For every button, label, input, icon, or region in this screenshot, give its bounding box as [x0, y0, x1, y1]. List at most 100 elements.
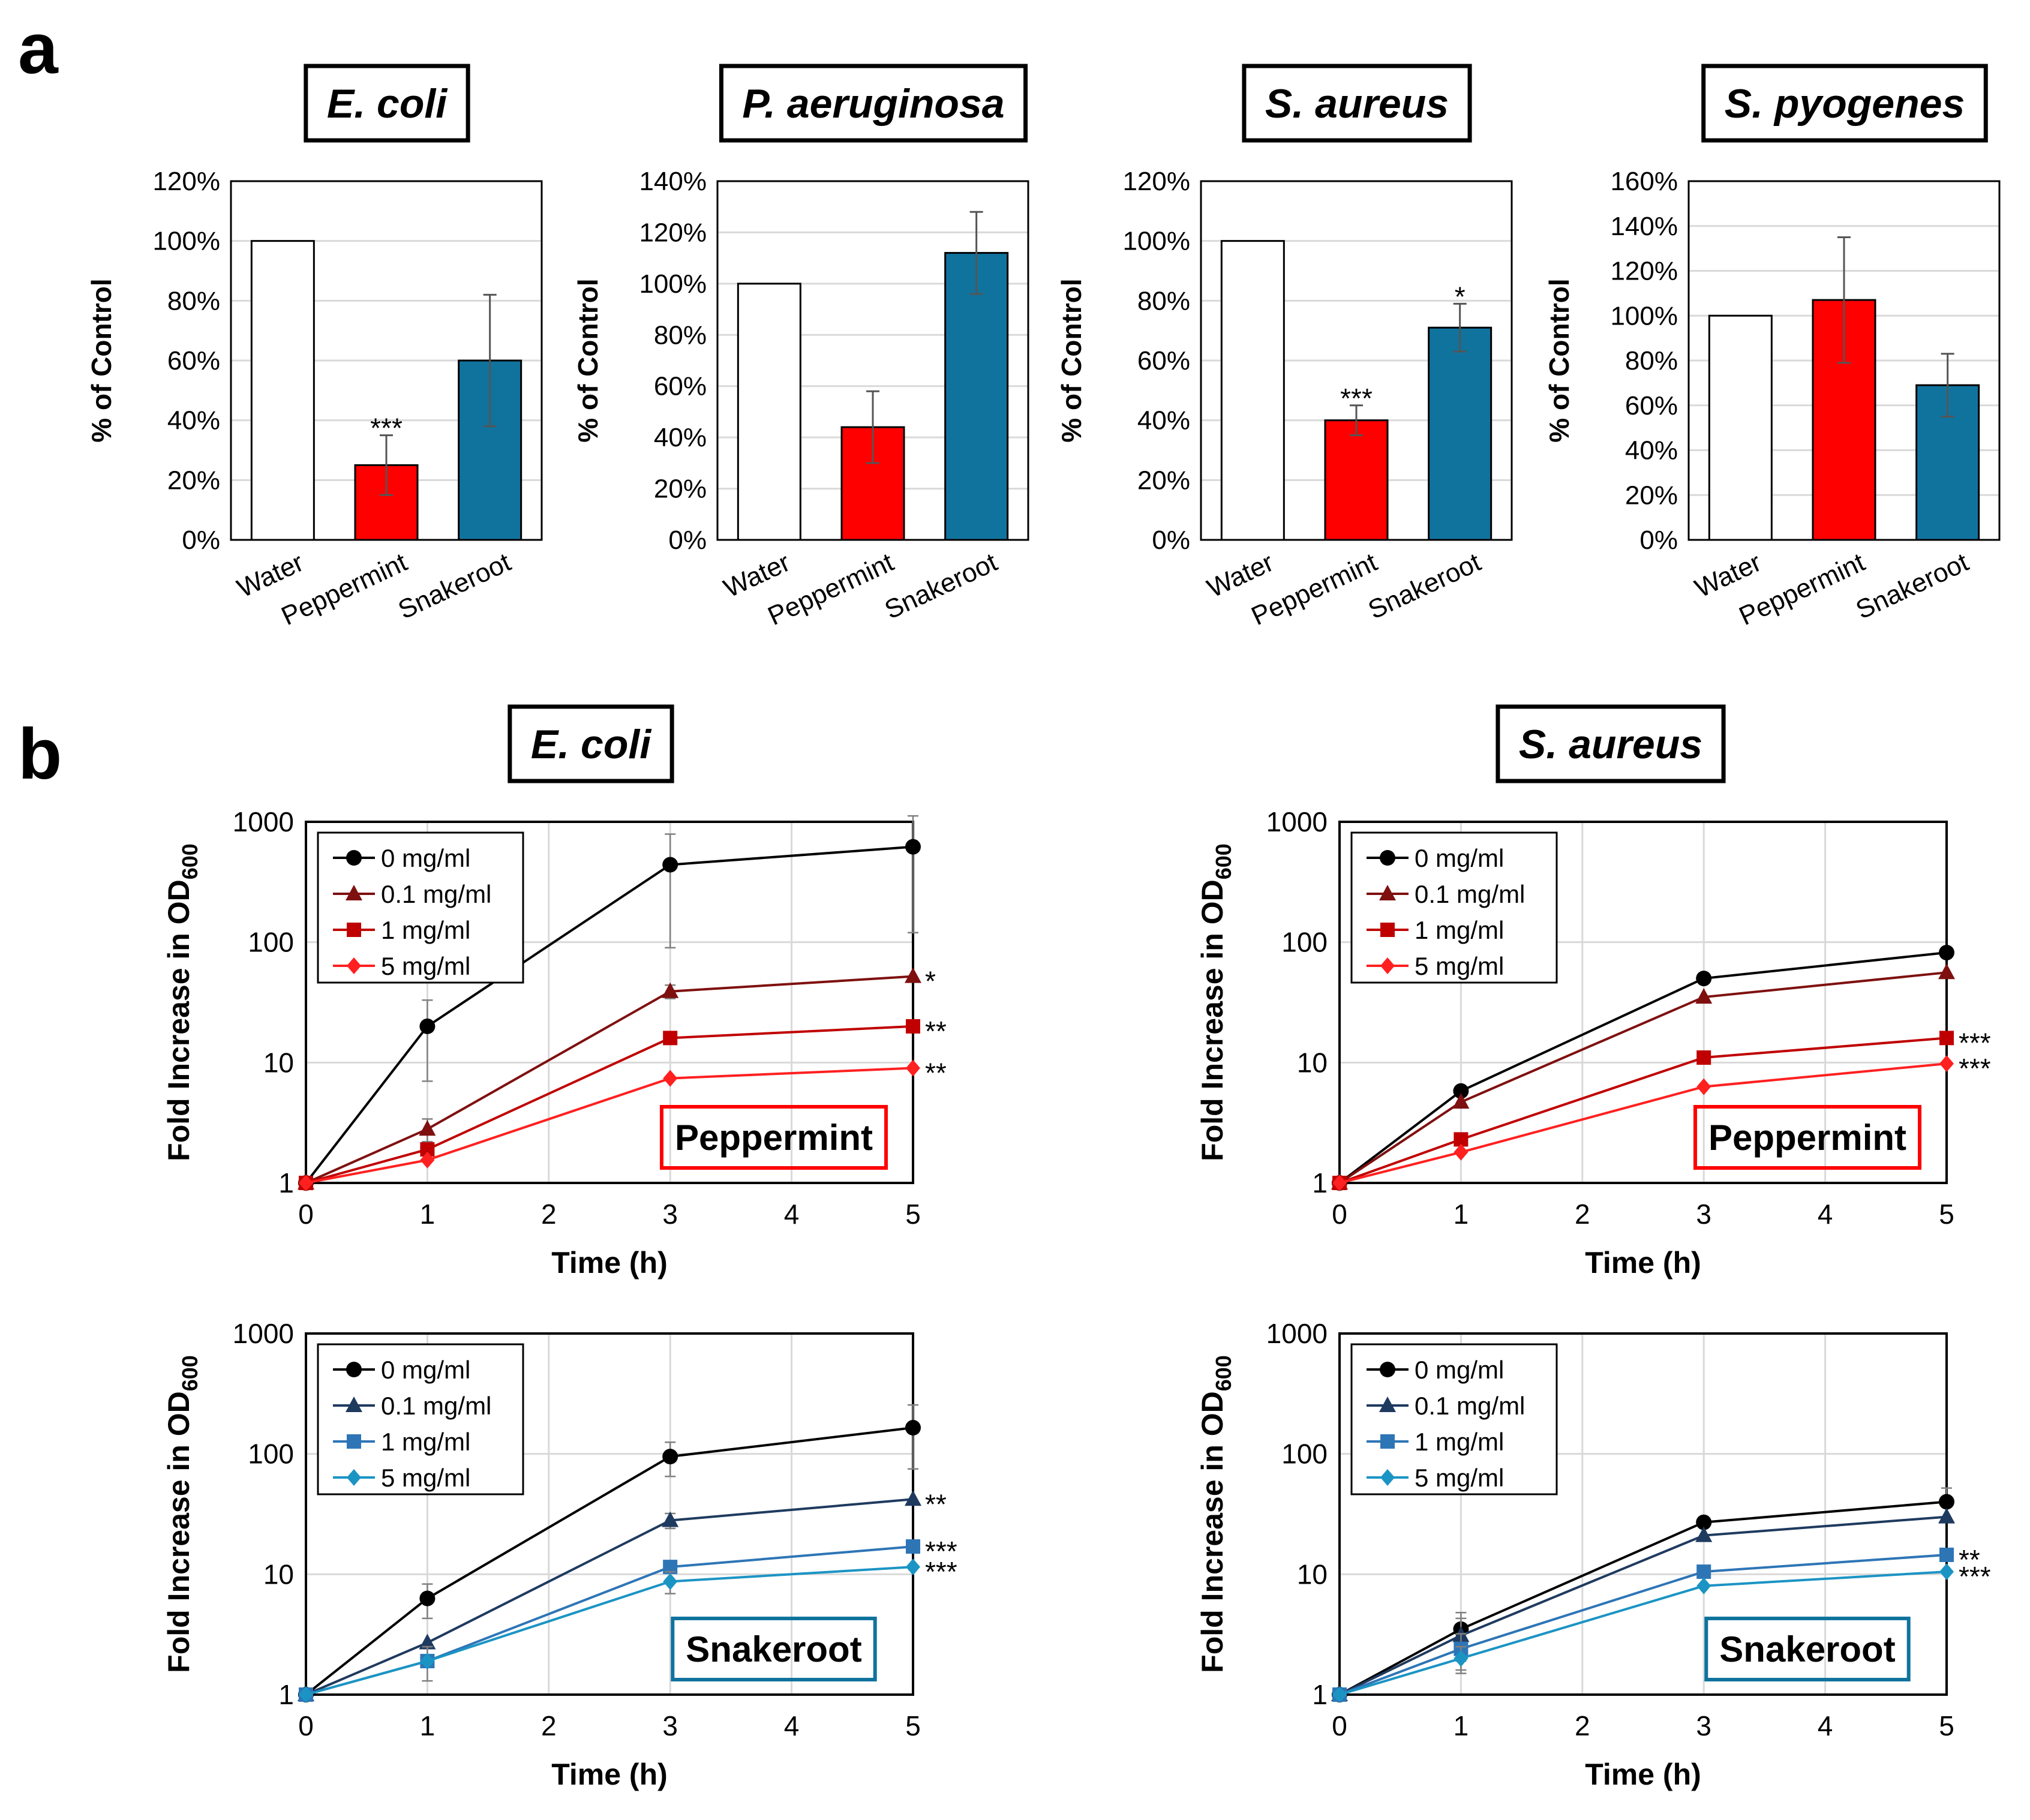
significance-mark: *** [1959, 1561, 1991, 1592]
marker-circle [346, 1362, 362, 1377]
marker-square [1696, 1564, 1711, 1579]
x-tick-label: 3 [1696, 1199, 1711, 1230]
y-tick-label: 160% [1610, 167, 1678, 196]
significance-mark: ** [925, 1488, 947, 1519]
series-line [1339, 1037, 1947, 1184]
y-tick-label: 120% [1610, 257, 1678, 286]
marker-circle [662, 1449, 678, 1465]
line-chart-title-4: E. coli [507, 704, 674, 783]
x-tick-label: 4 [1818, 1199, 1833, 1230]
x-tick-label: 2 [1575, 1710, 1590, 1741]
x-axis-label: Time (h) [1585, 1246, 1701, 1280]
bar-chart-title-2-box [1242, 64, 1472, 143]
y-tick-label: 100% [1122, 227, 1190, 256]
marker-circle [1939, 944, 1954, 960]
marker-circle [1696, 971, 1712, 987]
significance-mark: ** [925, 1058, 947, 1089]
significance-mark: *** [370, 413, 403, 444]
marker-triangle [1695, 1526, 1713, 1542]
line-chart-title-4-text: E. coli [531, 722, 652, 767]
marker-diamond [1696, 1577, 1711, 1594]
x-tick-label: 0 [298, 1710, 314, 1741]
y-tick-label: 100 [248, 927, 294, 958]
marker-triangle [1379, 1396, 1396, 1412]
series-line [305, 1498, 914, 1696]
x-tick-label: 5 [905, 1710, 921, 1741]
bar-peppermint [1324, 419, 1389, 541]
marker-diamond [1696, 1078, 1711, 1095]
y-tick-label: 80% [167, 286, 220, 316]
marker-triangle [1695, 988, 1713, 1004]
y-axis-label-main: Fold Increase in OD [162, 879, 196, 1161]
marker-diamond [1454, 1650, 1469, 1667]
marker-diamond [906, 1558, 920, 1576]
legend-label: 0 mg/ml [1415, 1356, 1504, 1384]
bar-chart-title-2: S. aureus [1242, 64, 1472, 143]
series-line [1338, 951, 1947, 1184]
marker-diamond [299, 1175, 313, 1191]
y-tick-label: 100 [248, 1438, 294, 1470]
x-tick-label: 1 [1454, 1199, 1469, 1230]
category-label: Snakeroot [1851, 548, 1972, 625]
marker-triangle [1938, 1507, 1955, 1524]
marker-diamond [1939, 1563, 1954, 1581]
agent-label-box [671, 1617, 877, 1681]
significance-mark: *** [1340, 383, 1373, 414]
marker-square [1939, 1547, 1954, 1562]
significance-mark: *** [925, 1556, 957, 1587]
y-tick-label: 20% [1625, 480, 1678, 510]
x-tick-label: 2 [541, 1710, 557, 1741]
bar-chart-title-1-box [719, 64, 1028, 143]
marker-diamond [1939, 1055, 1954, 1073]
x-axis-label: Time (h) [551, 1246, 668, 1280]
marker-circle [419, 1018, 436, 1034]
marker-square [347, 1434, 361, 1449]
marker-triangle [346, 885, 362, 900]
x-tick-label: 5 [1939, 1199, 1954, 1230]
legend-label: 0.1 mg/ml [381, 880, 491, 908]
y-tick-label: 1000 [1266, 806, 1328, 837]
line-chart-title-5: S. aureus [1496, 704, 1726, 783]
marker-diamond [1332, 1686, 1347, 1703]
legend-label: 5 mg/ml [381, 952, 470, 980]
significance-mark: *** [925, 1536, 957, 1567]
x-axis-label: Time (h) [1585, 1758, 1701, 1791]
series-line [1339, 1515, 1947, 1696]
series-3: *** [1332, 1053, 1991, 1191]
y-tick-label: 140% [639, 167, 707, 196]
significance-mark: * [1455, 281, 1466, 312]
series-line [305, 1067, 914, 1184]
y-tick-label: 80% [1625, 346, 1678, 376]
marker-square [347, 923, 361, 937]
x-axis-label: Time (h) [551, 1758, 668, 1791]
bar-chart-title-3-box [1701, 64, 1988, 143]
marker-circle [346, 850, 362, 866]
bar-chart-2: S. aureus 0% 20% 40% 60% 80% 100% 120% % of Cont… [1056, 64, 1513, 631]
x-tick-label: 3 [662, 1710, 678, 1741]
x-tick-label: 2 [1575, 1199, 1590, 1230]
y-tick-label: 60% [167, 346, 220, 376]
marker-square [906, 1539, 920, 1554]
bar-chart-0: E. coli 0% 20% 40% 60% 80% 100% 120% % of Contro… [86, 64, 543, 631]
marker-triangle [1379, 885, 1396, 900]
y-tick-label: 40% [167, 406, 220, 436]
marker-circle [1696, 1514, 1712, 1530]
plot-frame [305, 821, 914, 1184]
marker-square [1696, 1050, 1711, 1065]
x-tick-label: 5 [1939, 1710, 1954, 1741]
y-tick-label: 40% [654, 423, 707, 452]
series-line [1339, 1500, 1947, 1696]
series-3: *** [299, 1556, 957, 1703]
y-tick-label: 1000 [233, 1318, 294, 1349]
y-tick-label: 100% [639, 269, 707, 299]
panel-label-a: a [18, 8, 59, 89]
agent-label-text: Snakeroot [1719, 1629, 1895, 1669]
agent-label-text: Peppermint [1708, 1118, 1906, 1158]
bar-snakeroot [944, 252, 1009, 541]
series-line [1339, 1553, 1947, 1696]
marker-circle [1380, 1362, 1395, 1377]
y-axis-label: % of Control [86, 278, 117, 442]
line-chart-title-5-text: S. aureus [1519, 722, 1702, 767]
